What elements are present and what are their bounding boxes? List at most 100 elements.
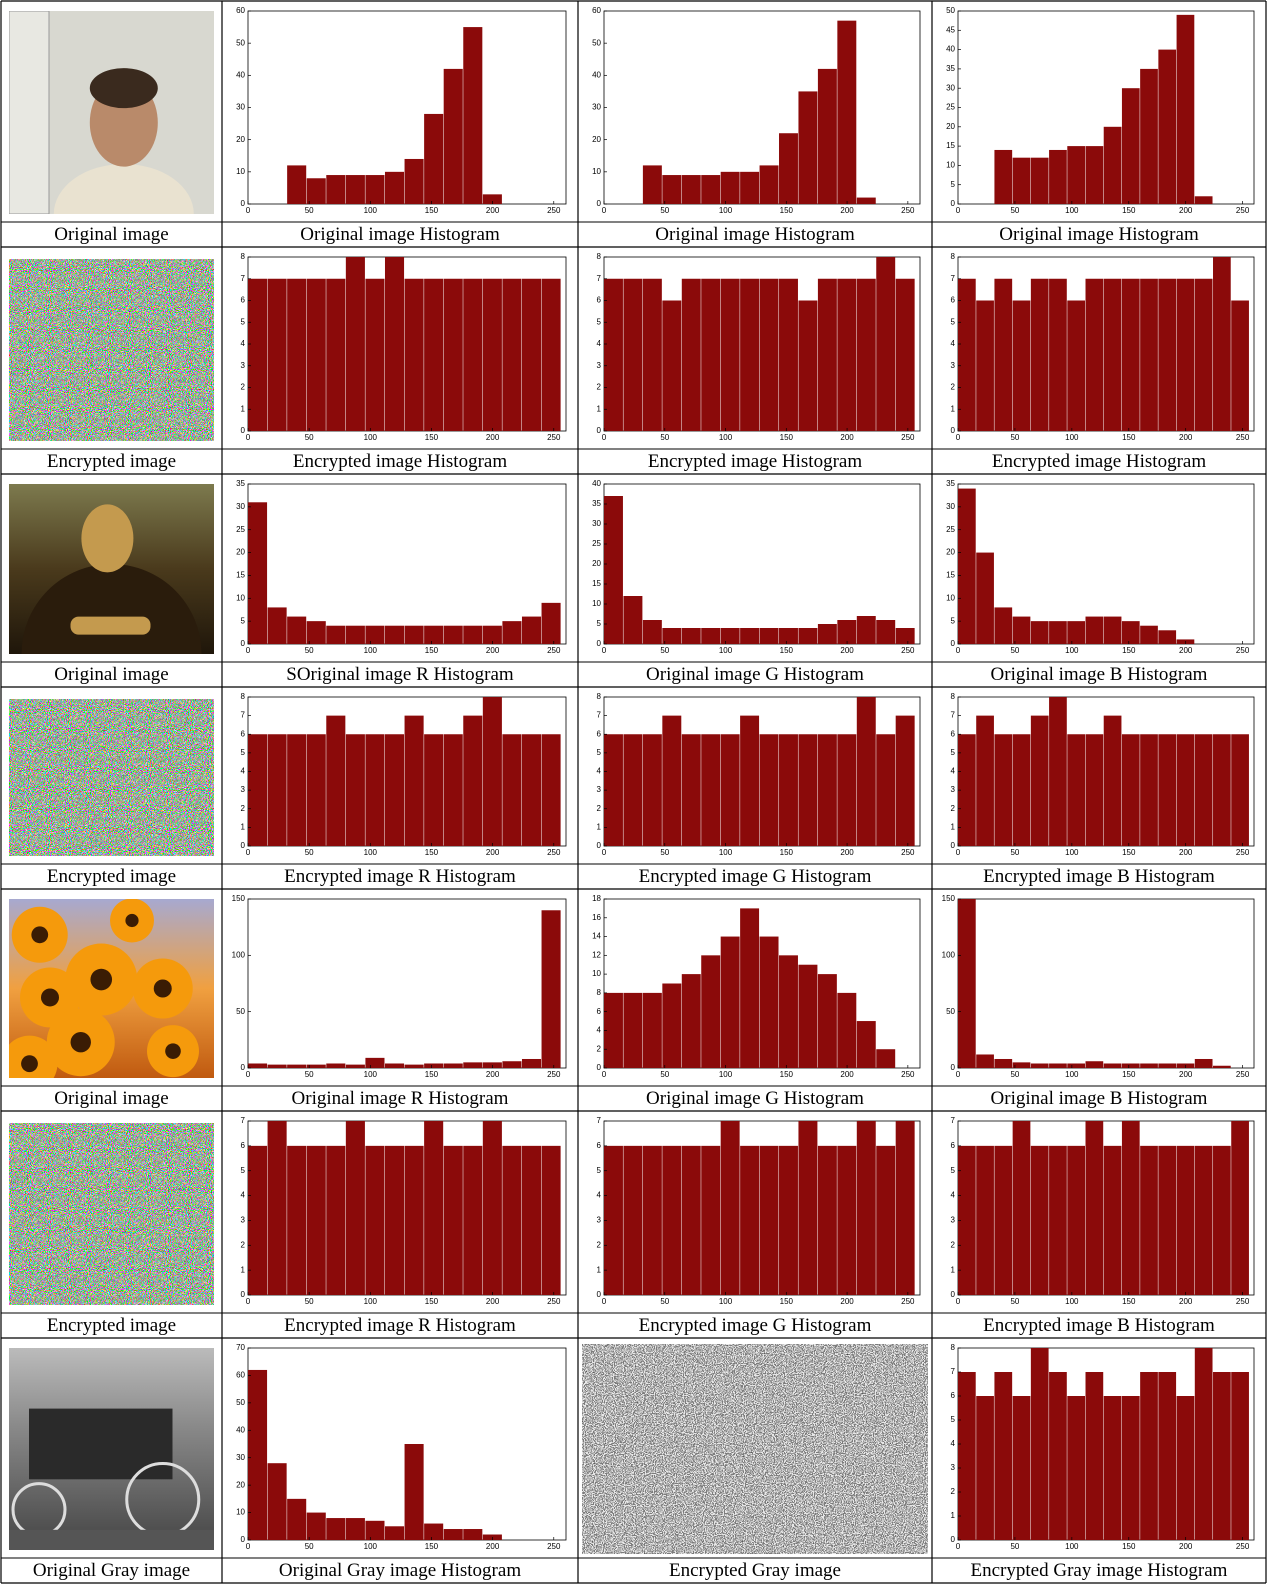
caption: Original Gray image Histogram (279, 1560, 521, 1581)
bar (798, 965, 817, 1068)
x-tick-label: 200 (840, 1070, 854, 1079)
bar (268, 279, 287, 431)
bar (876, 734, 895, 846)
bar (1140, 734, 1158, 846)
x-tick-label: 100 (1065, 848, 1079, 857)
bar (326, 716, 345, 846)
y-tick-label: 8 (241, 252, 246, 261)
y-tick-label: 30 (236, 1453, 245, 1462)
y-tick-label: 1 (241, 822, 246, 831)
bar (896, 1121, 915, 1295)
bar (760, 628, 779, 644)
bar (483, 1121, 502, 1295)
x-tick-label: 200 (486, 206, 500, 215)
bar (1213, 1372, 1231, 1540)
x-tick-label: 50 (1010, 848, 1019, 857)
bar (740, 628, 759, 644)
bar (268, 1463, 287, 1540)
bar (1049, 1146, 1067, 1295)
x-tick-label: 0 (956, 1070, 961, 1079)
x-tick-label: 0 (956, 1542, 961, 1551)
bar (1086, 279, 1104, 431)
bar (623, 279, 642, 431)
x-tick-label: 50 (660, 433, 669, 442)
y-tick-label: 15 (946, 141, 955, 150)
caption: Encrypted image R Histogram (284, 866, 516, 887)
bar (701, 955, 720, 1068)
x-tick-label: 50 (660, 206, 669, 215)
bar (1231, 734, 1249, 846)
x-tick-label: 150 (1122, 646, 1136, 655)
y-tick-label: 7 (241, 711, 246, 720)
x-tick-label: 250 (547, 848, 561, 857)
x-tick-label: 250 (901, 1297, 915, 1306)
x-tick-label: 50 (305, 433, 314, 442)
x-tick-label: 0 (602, 433, 607, 442)
bar (1158, 50, 1176, 204)
bar (326, 626, 345, 644)
bar (662, 628, 681, 644)
x-tick-label: 250 (901, 1070, 915, 1079)
x-tick-label: 50 (305, 1070, 314, 1079)
x-tick-label: 100 (1065, 1542, 1079, 1551)
bar (522, 1059, 541, 1068)
bar (405, 626, 424, 644)
bar (287, 1499, 306, 1540)
bar (1122, 1396, 1140, 1540)
x-tick-label: 50 (1010, 206, 1019, 215)
bar (424, 1121, 443, 1295)
bar (896, 716, 915, 846)
bar (483, 697, 502, 846)
bar (1231, 301, 1249, 432)
x-tick-label: 0 (956, 646, 961, 655)
bar (837, 1146, 856, 1295)
photo (9, 1348, 214, 1550)
flower-center (125, 914, 138, 927)
bar (268, 734, 287, 846)
y-tick-label: 5 (951, 1415, 956, 1424)
y-tick-label: 50 (236, 1398, 245, 1407)
x-tick-label: 250 (1236, 1297, 1250, 1306)
caption: Encrypted image Histogram (648, 451, 862, 472)
bar (444, 279, 463, 431)
x-tick-label: 250 (1236, 206, 1250, 215)
x-tick-label: 250 (1236, 433, 1250, 442)
bar (740, 716, 759, 846)
x-tick-label: 150 (425, 646, 439, 655)
y-tick-label: 40 (592, 70, 601, 79)
y-tick-label: 150 (942, 894, 956, 903)
x-tick-label: 50 (1010, 433, 1019, 442)
encrypted-image (9, 699, 214, 856)
caption: Original image B Histogram (991, 1088, 1208, 1109)
y-tick-label: 7 (597, 274, 602, 283)
bar (701, 175, 720, 204)
bar (958, 489, 976, 644)
bar (463, 27, 482, 204)
x-tick-label: 250 (901, 433, 915, 442)
y-tick-label: 2 (597, 1240, 602, 1249)
x-tick-label: 50 (660, 848, 669, 857)
x-tick-label: 100 (364, 433, 378, 442)
bar (405, 279, 424, 431)
bar (1122, 621, 1140, 644)
y-tick-label: 3 (597, 785, 602, 794)
x-tick-label: 150 (1122, 1542, 1136, 1551)
y-tick-label: 15 (236, 571, 245, 580)
bar (1195, 196, 1213, 204)
y-tick-label: 25 (236, 525, 245, 534)
y-tick-label: 7 (951, 711, 956, 720)
bar (424, 279, 443, 431)
bar (1104, 1063, 1122, 1068)
y-tick-label: 10 (592, 167, 601, 176)
bar (1104, 279, 1122, 431)
x-tick-label: 0 (246, 1297, 251, 1306)
y-tick-label: 8 (597, 252, 602, 261)
bar (346, 734, 365, 846)
y-tick-label: 60 (236, 1371, 245, 1380)
bar (385, 172, 404, 204)
bar (994, 1146, 1012, 1295)
bar (542, 279, 561, 431)
bar (1013, 1062, 1031, 1068)
bar (287, 617, 306, 644)
y-tick-label: 10 (592, 969, 601, 978)
